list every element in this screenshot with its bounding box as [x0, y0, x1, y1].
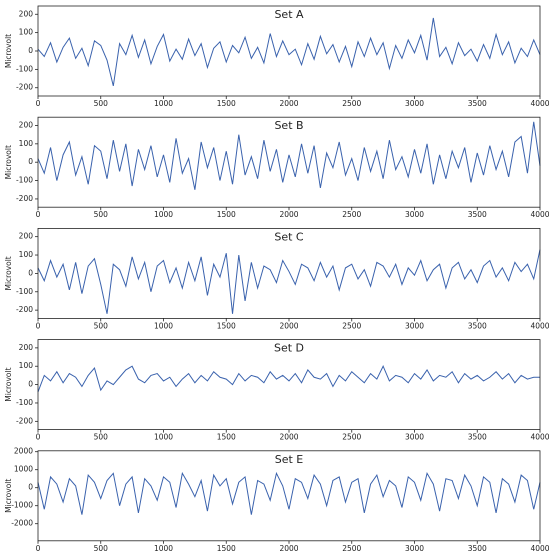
y-tick-label: 100	[19, 361, 34, 370]
signal-line	[37, 17, 541, 87]
x-tick-label: 500	[94, 544, 109, 553]
y-axis-label: Microvolt	[4, 479, 13, 513]
x-tick-label: 2000	[279, 99, 298, 108]
y-tick-label: -2000	[11, 519, 33, 528]
x-tick-label: 0	[36, 210, 41, 219]
signal-line	[37, 121, 541, 190]
x-tick-label: 2500	[342, 210, 361, 219]
y-tick-label: -200	[16, 194, 33, 203]
y-tick-label: -200	[16, 83, 33, 92]
x-tick-label: 1500	[217, 210, 236, 219]
x-tick-label: 2500	[342, 321, 361, 330]
y-tick-label: 100	[19, 250, 34, 259]
panel-title: Set B	[274, 119, 303, 132]
x-tick-label: 2000	[279, 210, 298, 219]
x-tick-label: 4000	[530, 99, 549, 108]
x-tick-label: 2500	[342, 433, 361, 442]
y-tick-label: -100	[16, 398, 33, 407]
y-tick-label: 200	[19, 343, 34, 352]
x-tick-label: 2000	[279, 321, 298, 330]
x-tick-label: 2500	[342, 99, 361, 108]
x-tick-label: 0	[36, 544, 41, 553]
axes-frame	[37, 450, 541, 542]
y-axis-label: Microvolt	[4, 34, 13, 68]
y-tick-label: -200	[16, 305, 33, 314]
x-tick-label: 1500	[217, 544, 236, 553]
x-tick-label: 0	[36, 433, 41, 442]
x-tick-label: 1000	[154, 433, 173, 442]
x-tick-label: 1000	[154, 321, 173, 330]
x-tick-label: 3500	[468, 544, 487, 553]
x-tick-label: 3500	[468, 210, 487, 219]
x-tick-label: 4000	[530, 433, 549, 442]
axes-frame	[37, 227, 541, 319]
y-tick-label: 0	[28, 380, 33, 389]
y-tick-label: 0	[28, 46, 33, 55]
x-tick-label: 1500	[217, 433, 236, 442]
x-tick-label: 0	[36, 321, 41, 330]
axes-frame	[37, 116, 541, 208]
x-tick-label: 1500	[217, 321, 236, 330]
signal-line	[37, 249, 541, 314]
x-tick-label: 2000	[279, 433, 298, 442]
x-tick-label: 2000	[279, 544, 298, 553]
axes-frame	[37, 339, 541, 431]
x-tick-label: 1000	[154, 99, 173, 108]
x-tick-label: 2500	[342, 544, 361, 553]
x-tick-label: 500	[94, 99, 109, 108]
panel-title: Set D	[274, 342, 304, 355]
x-tick-label: 500	[94, 433, 109, 442]
y-tick-label: 100	[19, 139, 34, 148]
x-tick-label: 1000	[154, 544, 173, 553]
y-tick-label: 2000	[14, 447, 33, 456]
y-tick-label: -200	[16, 416, 33, 425]
y-tick-label: -100	[16, 64, 33, 73]
y-tick-label: -100	[16, 176, 33, 185]
x-tick-label: 3000	[405, 433, 424, 442]
panel-title: Set A	[274, 8, 304, 21]
x-tick-label: 3500	[468, 99, 487, 108]
y-axis-label: Microvolt	[4, 145, 13, 179]
x-tick-label: 500	[94, 210, 109, 219]
x-tick-label: 4000	[530, 544, 549, 553]
x-tick-label: 3000	[405, 210, 424, 219]
y-tick-label: 0	[28, 157, 33, 166]
y-tick-label: 1000	[14, 465, 33, 474]
signal-line	[37, 471, 541, 515]
axes-frame	[37, 5, 541, 97]
y-tick-label: 100	[19, 28, 34, 37]
x-tick-label: 3000	[405, 544, 424, 553]
panel-title: Set C	[274, 230, 304, 243]
y-tick-label: 0	[28, 268, 33, 277]
x-tick-label: 3000	[405, 321, 424, 330]
x-tick-label: 4000	[530, 321, 549, 330]
y-tick-label: 0	[28, 483, 33, 492]
x-tick-label: 3500	[468, 433, 487, 442]
y-tick-label: 200	[19, 120, 34, 129]
signal-line	[37, 365, 540, 393]
x-tick-label: 1000	[154, 210, 173, 219]
y-axis-label: Microvolt	[4, 256, 13, 290]
y-tick-label: 200	[19, 9, 34, 18]
x-tick-label: 0	[36, 99, 41, 108]
x-tick-label: 4000	[530, 210, 549, 219]
y-tick-label: -100	[16, 287, 33, 296]
panel-title: Set E	[275, 453, 304, 466]
y-tick-label: -1000	[11, 501, 33, 510]
y-axis-label: Microvolt	[4, 367, 13, 401]
y-tick-label: 200	[19, 232, 34, 241]
x-tick-label: 1500	[217, 99, 236, 108]
x-tick-label: 3000	[405, 99, 424, 108]
x-tick-label: 500	[94, 321, 109, 330]
x-tick-label: 3500	[468, 321, 487, 330]
